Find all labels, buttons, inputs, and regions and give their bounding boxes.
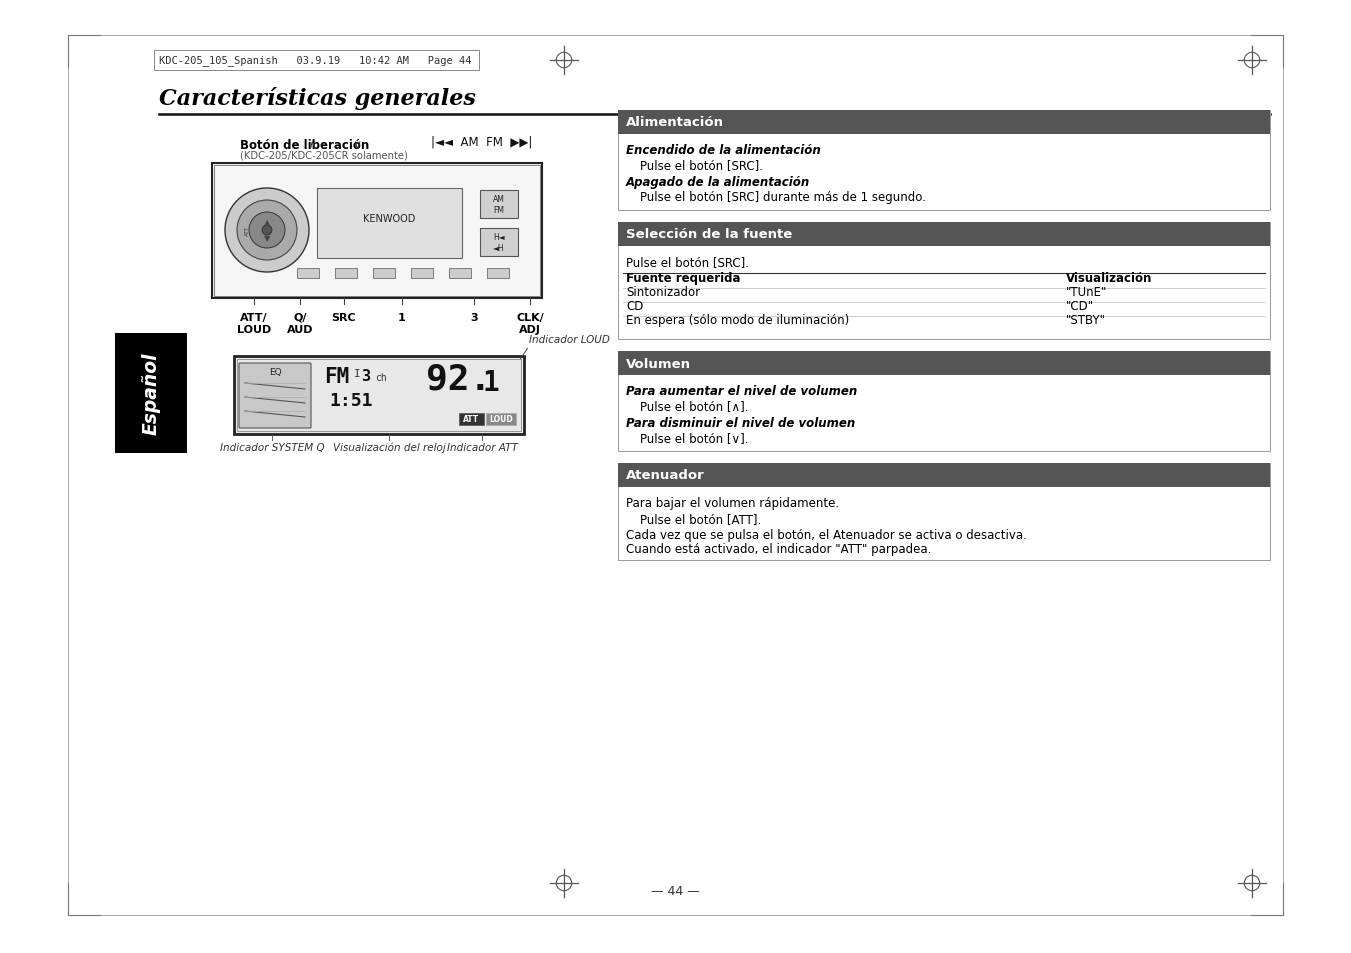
Text: Pulse el botón [ATT].: Pulse el botón [ATT]. (640, 513, 761, 525)
Bar (617, 463, 1270, 560)
Text: Pulse el botón [∧].: Pulse el botón [∧]. (640, 399, 748, 413)
Text: Botón de liberación: Botón de liberación (240, 139, 369, 152)
Text: Para bajar el volumen rápidamente.: Para bajar el volumen rápidamente. (626, 497, 839, 510)
Bar (617, 352, 1270, 452)
Text: Español: Español (142, 353, 161, 435)
Circle shape (226, 189, 309, 273)
Text: 1: 1 (482, 369, 499, 396)
Text: 1: 1 (399, 313, 405, 323)
Text: Indicador SYSTEM Q: Indicador SYSTEM Q (220, 442, 324, 453)
Text: Pulse el botón [SRC].: Pulse el botón [SRC]. (626, 255, 748, 269)
Text: Pulse el botón [SRC].: Pulse el botón [SRC]. (640, 159, 763, 172)
Bar (617, 223, 1270, 339)
Text: KDC-205_105_Spanish   03.9.19   10:42 AM   Page 44: KDC-205_105_Spanish 03.9.19 10:42 AM Pag… (159, 55, 471, 67)
Bar (213, 166, 540, 296)
Text: SRC: SRC (332, 313, 357, 323)
Text: "STBY": "STBY" (1066, 314, 1106, 327)
Text: Pulse el botón [SRC] durante más de 1 segundo.: Pulse el botón [SRC] durante más de 1 se… (640, 191, 925, 204)
Text: (KDC-205/KDC-205CR solamente): (KDC-205/KDC-205CR solamente) (240, 151, 408, 161)
Bar (480, 229, 517, 256)
Text: Características generales: Características generales (159, 87, 476, 110)
Bar (335, 269, 357, 278)
Text: "CD": "CD" (1066, 299, 1094, 313)
Bar (459, 414, 484, 426)
Bar (115, 334, 186, 454)
Text: |◄◄  AM  FM  ▶▶|: |◄◄ AM FM ▶▶| (431, 135, 532, 148)
Bar (449, 269, 471, 278)
Text: I: I (354, 369, 361, 378)
Text: Para disminuir el nivel de volumen: Para disminuir el nivel de volumen (626, 416, 855, 430)
Text: 92.: 92. (426, 361, 492, 395)
Bar (617, 463, 1270, 488)
Bar (486, 414, 516, 426)
Text: AM
FM: AM FM (493, 195, 505, 214)
Bar (212, 164, 542, 298)
Text: CLK/
ADJ: CLK/ ADJ (516, 313, 544, 335)
Text: Atenuador: Atenuador (626, 469, 705, 482)
Text: ∨: ∨ (353, 139, 362, 152)
Bar (486, 269, 509, 278)
Text: Alimentación: Alimentación (626, 116, 724, 130)
Text: Sintonizador: Sintonizador (626, 286, 700, 298)
Text: ATT: ATT (463, 416, 480, 424)
Bar (617, 352, 1270, 375)
Text: Apagado de la alimentación: Apagado de la alimentación (626, 175, 811, 189)
Text: EQ: EQ (269, 368, 281, 377)
Text: 1:51: 1:51 (330, 392, 373, 410)
FancyBboxPatch shape (239, 364, 311, 429)
Text: Selección de la fuente: Selección de la fuente (626, 229, 792, 241)
Circle shape (236, 201, 297, 261)
Circle shape (262, 226, 272, 235)
Bar (234, 356, 524, 435)
Text: 3: 3 (470, 313, 478, 323)
Text: Indicador LOUD: Indicador LOUD (530, 335, 609, 345)
Text: 3: 3 (361, 369, 370, 384)
Circle shape (249, 213, 285, 249)
Text: Visualización del reloj: Visualización del reloj (332, 442, 446, 453)
Text: Cada vez que se pulsa el botón, el Atenuador se activa o desactiva.: Cada vez que se pulsa el botón, el Atenu… (626, 529, 1027, 541)
Text: ▲: ▲ (263, 218, 270, 227)
Text: — 44 —: — 44 — (651, 884, 700, 898)
Text: ▼: ▼ (263, 234, 270, 243)
Text: Visualización: Visualización (1066, 272, 1152, 285)
Text: Pulse el botón [∨].: Pulse el botón [∨]. (640, 432, 748, 444)
Text: Para aumentar el nivel de volumen: Para aumentar el nivel de volumen (626, 385, 858, 397)
Bar (617, 223, 1270, 247)
Bar (236, 359, 521, 432)
Text: Fuente requerida: Fuente requerida (626, 272, 740, 285)
Text: Cuando está activado, el indicador "ATT" parpadea.: Cuando está activado, el indicador "ATT"… (626, 542, 931, 556)
Bar (617, 111, 1270, 211)
Text: Q/
AUD: Q/ AUD (286, 313, 313, 335)
Bar (617, 111, 1270, 135)
Text: LOUD: LOUD (489, 416, 513, 424)
Bar (411, 269, 434, 278)
Text: ch: ch (376, 373, 386, 382)
Bar (480, 191, 517, 219)
Text: Encendido de la alimentación: Encendido de la alimentación (626, 144, 821, 157)
Text: FM: FM (324, 367, 350, 387)
Text: Volumen: Volumen (626, 357, 690, 370)
Text: "TUnE": "TUnE" (1066, 286, 1108, 298)
Text: CD: CD (626, 299, 643, 313)
Text: ATT/
LOUD: ATT/ LOUD (236, 313, 272, 335)
Bar (317, 189, 462, 258)
Text: KENWOOD: KENWOOD (363, 213, 416, 224)
Bar (154, 51, 480, 71)
Text: ATT: ATT (245, 226, 250, 235)
Text: ∧: ∧ (308, 139, 316, 152)
Text: Indicador ATT: Indicador ATT (447, 442, 517, 453)
Text: En espera (sólo modo de iluminación): En espera (sólo modo de iluminación) (626, 314, 850, 327)
Text: H◄
◄H: H◄ ◄H (493, 233, 505, 253)
Bar (373, 269, 394, 278)
Bar (297, 269, 319, 278)
